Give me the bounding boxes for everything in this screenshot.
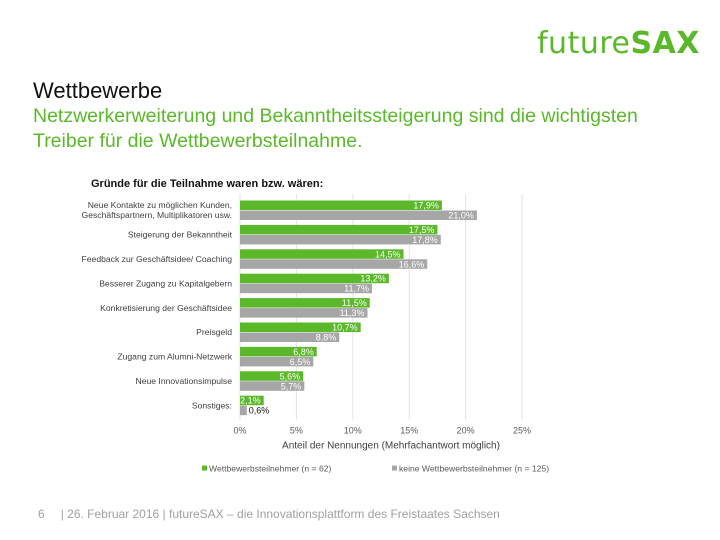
category-label: Preisgeld [196,327,232,337]
legend-label: Wettbewerbsteilnehmer (n = 62) [209,464,331,474]
x-tick-label: 20% [457,426,475,436]
bar-non-participants [240,405,247,416]
bar-non-participants [240,210,477,220]
legend-swatch [392,465,397,471]
x-tick-label: 5% [290,426,303,436]
page-number: 6 [38,507,45,521]
bar-non-participants [240,234,441,245]
x-tick-label: 0% [233,426,246,436]
bar-non-participants [240,259,428,269]
x-tick-label: 25% [513,426,531,436]
futuresax-logo: futureSAX [537,26,700,61]
data-label: 2,1% [240,396,261,406]
category-label: Neue Kontakte zu möglichen Kunden, [88,200,232,210]
category-label: Konkretisierung der Geschäftsidee [100,303,232,313]
bar-non-participants [240,308,368,318]
legend-swatch [202,465,207,471]
data-label: 11,5% [342,298,367,308]
bar-participants [240,273,389,284]
page-subtitle: Netzwerkerweiterung und Bekanntheitsstei… [33,105,638,152]
data-label: 14,5% [375,249,401,259]
footer-text: | 26. Februar 2016 | futureSAX – die Inn… [60,507,500,521]
category-label: Neue Innovationsimpulse [136,376,233,386]
x-tick-label: 15% [400,426,418,436]
data-label: 6,5% [290,357,311,367]
chart-title: Gründe für die Teilnahme waren bzw. wäre… [91,178,324,190]
data-label: 10,7% [332,323,358,333]
category-label: Zugang zum Alumni-Netzwerk [117,352,232,362]
data-label: 17,5% [409,225,435,235]
bar-non-participants [240,381,305,391]
bar-participants [240,224,438,235]
data-label: 6,8% [293,347,314,357]
bar-non-participants [240,332,340,342]
data-label: 17,9% [413,201,439,211]
data-label: 11,3% [340,308,365,318]
bar-participants [240,346,317,357]
logo-light: future [537,26,631,61]
footer: 6 | 26. Februar 2016 | futureSAX – die In… [38,507,500,521]
logo-bold: SAX [630,26,700,61]
bar-participants [240,322,361,332]
category-label: Feedback zur Geschäftsidee/ Coaching [82,254,233,264]
category-label: Steigerung der Bekanntheit [128,230,233,240]
page-title: Wettbewerbe [33,78,163,103]
x-tick-label: 10% [344,426,362,436]
data-label: 21,0% [448,211,474,221]
data-label: 16,6% [399,259,425,269]
bar-participants [240,200,442,210]
bar-non-participants [240,283,372,294]
bar-participants [240,395,264,406]
data-label: 13,2% [360,274,386,284]
data-label: 11,7% [344,284,369,294]
category-label: Sonstiges: [192,400,232,410]
legend-label: keine Wettbewerbsteilnehmer (n = 125) [399,464,549,474]
data-label: 5,7% [281,381,302,391]
x-axis-title: Anteil der Nennungen (Mehrfachantwort mö… [282,441,500,452]
bar-chart: 0% 5% 10% 15% 20% 25% Anteil der Nennungen (Me… [82,194,549,474]
data-label: 17,8% [412,235,438,245]
bar-non-participants [240,356,314,367]
data-label: 0,6% [249,406,270,416]
bar-participants [240,249,404,259]
category-label: Geschäftspartnern, Multiplikatoren usw. [82,210,232,220]
bar-participants [240,298,370,308]
data-label: 5,6% [280,371,301,381]
bar-participants [240,371,304,381]
category-label: Besserer Zugang zu Kapitalgebern [99,278,232,288]
data-label: 8,8% [316,333,337,343]
